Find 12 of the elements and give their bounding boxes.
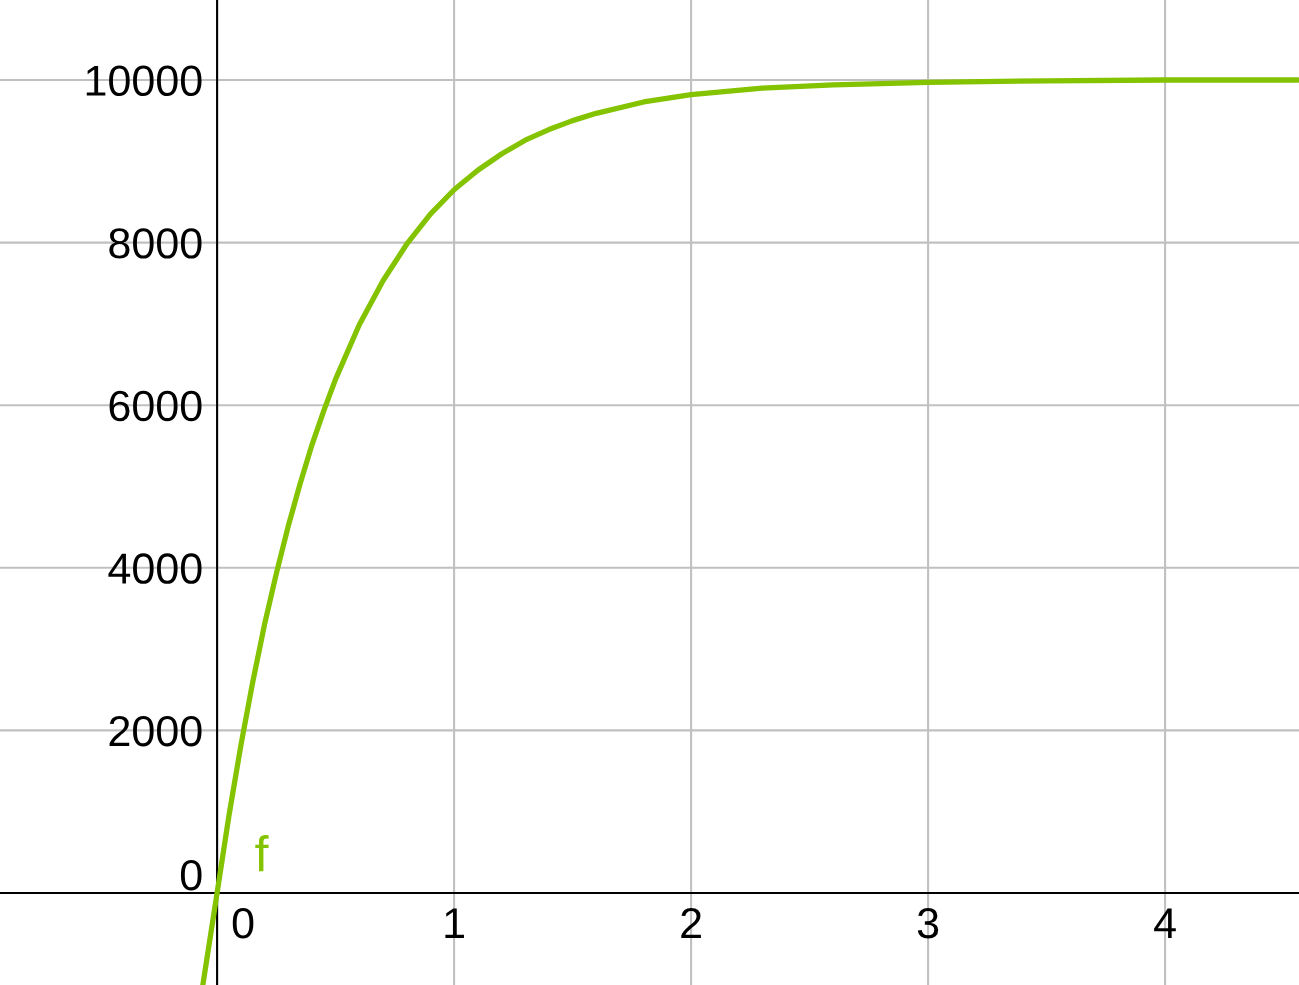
x-tick-label: 2 xyxy=(681,908,701,939)
y-tick-label: 6000 xyxy=(109,390,202,422)
y-tick-label: 0 xyxy=(180,859,202,891)
y-tick-label: 8000 xyxy=(109,228,202,259)
annotation: f xyxy=(255,835,269,872)
y-tick-label: 4000 xyxy=(108,553,202,584)
x-tick-label: 0 xyxy=(232,908,254,939)
y-tick-label: 2000 xyxy=(109,715,202,747)
x-tick-label: 4 xyxy=(1154,908,1176,939)
x-tick-label: 1 xyxy=(445,908,464,939)
x-tick-label: 3 xyxy=(917,908,939,939)
y-tick-label: 10000 xyxy=(86,65,202,97)
